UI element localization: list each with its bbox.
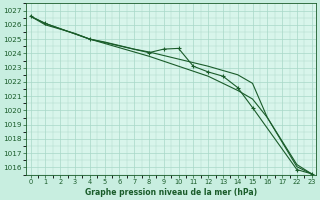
X-axis label: Graphe pression niveau de la mer (hPa): Graphe pression niveau de la mer (hPa) (85, 188, 257, 197)
